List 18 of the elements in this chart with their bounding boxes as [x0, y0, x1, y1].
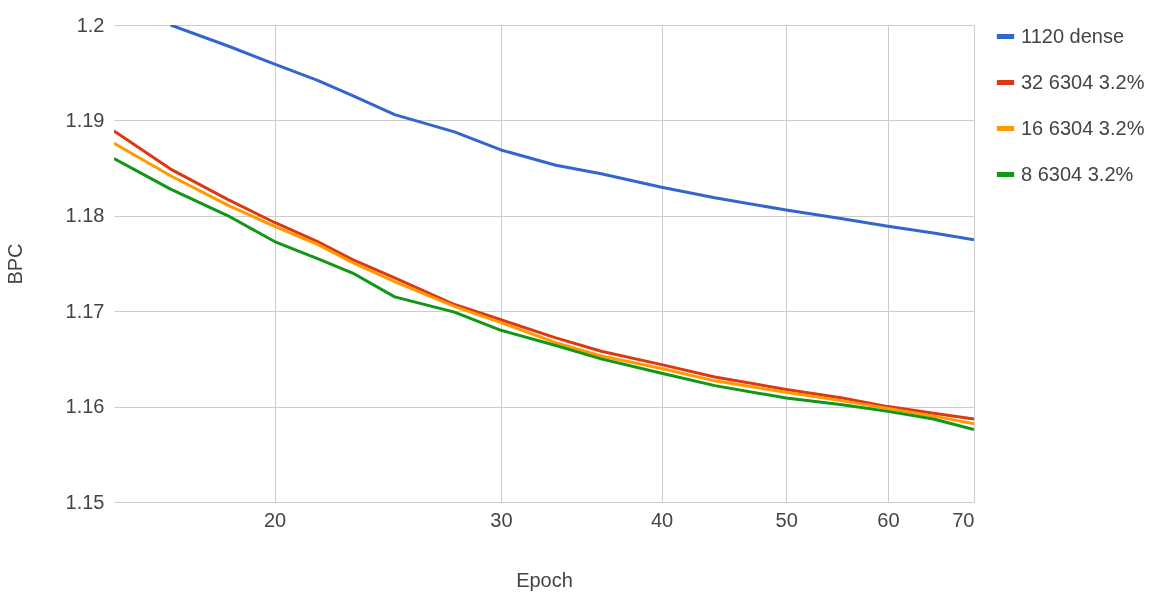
y-tick-label: 1.17	[65, 299, 105, 322]
x-tick-label: 20	[263, 508, 287, 531]
y-tick-label: 1.18	[65, 204, 105, 227]
legend-label: 16 6304 3.2%	[1021, 116, 1145, 139]
y-tick-label: 1.15	[65, 490, 105, 513]
x-tick-label: 40	[650, 508, 674, 531]
x-tick-label: 60	[877, 508, 900, 531]
y-tick-label: 1.16	[65, 395, 105, 418]
x-tick-label: 50	[775, 508, 798, 531]
x-axis-title: Epoch	[516, 568, 573, 591]
y-tick-label: 1.19	[65, 108, 105, 131]
x-tick-label: 30	[490, 508, 513, 531]
legend-label: 32 6304 3.2%	[1021, 70, 1145, 93]
legend-label: 8 6304 3.2%	[1021, 162, 1134, 185]
legend-label: 1120 dense	[1021, 24, 1125, 47]
y-tick-label: 1.2	[76, 13, 105, 36]
y-axis-title: BPC	[3, 243, 26, 285]
x-tick-label: 70	[952, 508, 975, 531]
